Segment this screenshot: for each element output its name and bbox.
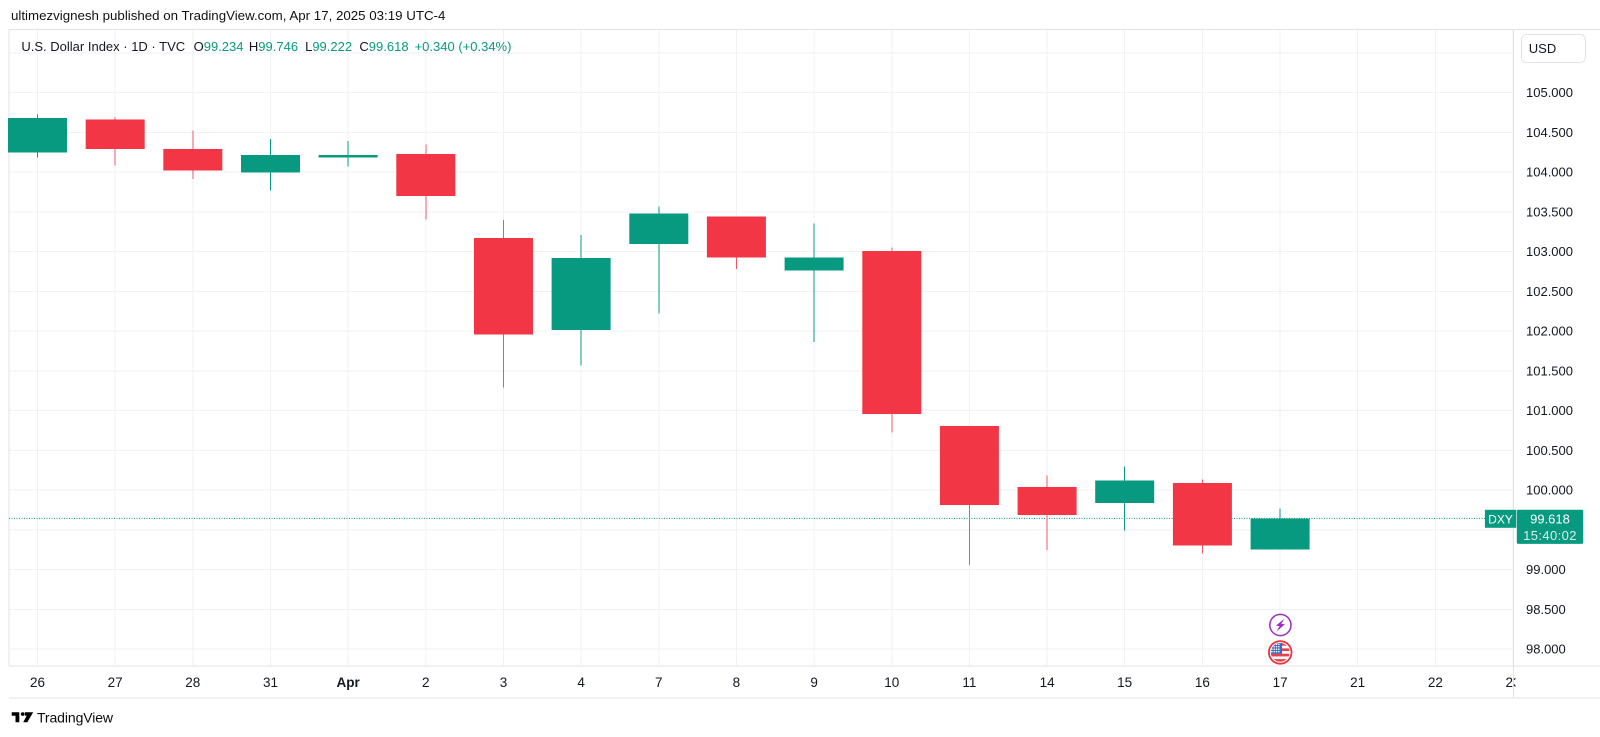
svg-text:98.500: 98.500	[1526, 602, 1566, 617]
svg-text:Apr: Apr	[336, 675, 360, 690]
svg-text:10: 10	[884, 675, 899, 690]
svg-text:2: 2	[422, 675, 430, 690]
svg-text:105.000: 105.000	[1526, 85, 1573, 100]
svg-text:104.000: 104.000	[1526, 165, 1573, 180]
svg-text:3: 3	[500, 675, 508, 690]
svg-text:8: 8	[733, 675, 741, 690]
svg-text:100.500: 100.500	[1526, 443, 1573, 458]
svg-text:98.000: 98.000	[1526, 642, 1566, 657]
svg-text:26: 26	[30, 675, 45, 690]
svg-text:99.000: 99.000	[1526, 562, 1566, 577]
svg-text:H99.746: H99.746	[249, 39, 298, 54]
svg-text:16: 16	[1195, 675, 1210, 690]
svg-text:103.000: 103.000	[1526, 244, 1573, 259]
svg-text:14: 14	[1040, 675, 1056, 690]
svg-text:17: 17	[1273, 675, 1288, 690]
svg-text:104.500: 104.500	[1526, 125, 1573, 140]
svg-text:102.000: 102.000	[1526, 324, 1573, 339]
svg-text:99.618: 99.618	[1530, 511, 1570, 526]
svg-text:9: 9	[810, 675, 818, 690]
svg-text:103.500: 103.500	[1526, 204, 1573, 219]
svg-text:100.000: 100.000	[1526, 483, 1573, 498]
svg-text:102.500: 102.500	[1526, 284, 1573, 299]
svg-text:27: 27	[108, 675, 123, 690]
svg-text:U.S. Dollar Index · 1D · TVC: U.S. Dollar Index · 1D · TVC	[21, 39, 185, 54]
svg-text:TradingView: TradingView	[37, 710, 114, 726]
svg-text:22: 22	[1428, 675, 1443, 690]
svg-text:7: 7	[655, 675, 663, 690]
svg-text:L99.222: L99.222	[305, 39, 352, 54]
svg-text:28: 28	[185, 675, 200, 690]
svg-text:21: 21	[1350, 675, 1365, 690]
svg-text:+0.340 (+0.34%): +0.340 (+0.34%)	[415, 39, 512, 54]
svg-text:31: 31	[263, 675, 278, 690]
svg-text:23: 23	[1505, 675, 1520, 690]
svg-text:4: 4	[577, 675, 585, 690]
svg-text:101.000: 101.000	[1526, 403, 1573, 418]
svg-text:15: 15	[1117, 675, 1132, 690]
svg-text:101.500: 101.500	[1526, 363, 1573, 378]
svg-text:11: 11	[962, 675, 976, 690]
svg-text:DXY: DXY	[1488, 512, 1513, 526]
svg-text:USD: USD	[1529, 41, 1556, 56]
svg-text:C99.618: C99.618	[359, 39, 408, 54]
svg-text:15:40:02: 15:40:02	[1523, 528, 1577, 543]
svg-text:O99.234: O99.234	[194, 39, 244, 54]
